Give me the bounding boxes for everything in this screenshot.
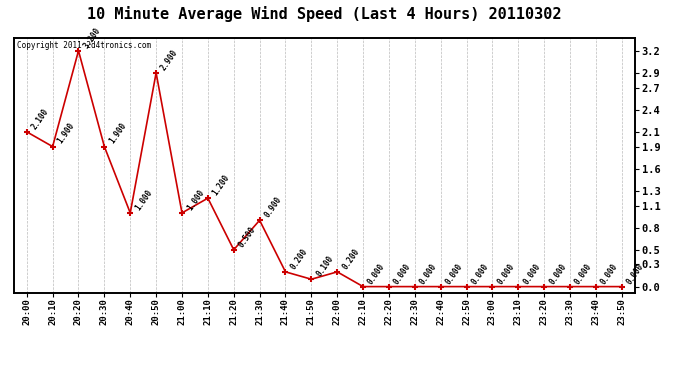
Text: 0.000: 0.000 [366,261,387,286]
Text: 2.900: 2.900 [159,48,180,72]
Text: 0.000: 0.000 [495,261,516,286]
Text: 2.100: 2.100 [30,107,50,131]
Text: 0.000: 0.000 [573,261,594,286]
Text: 0.000: 0.000 [470,261,491,286]
Text: Copyright 2011 2d4tronics.com: Copyright 2011 2d4tronics.com [17,41,151,50]
Text: 0.000: 0.000 [522,261,542,286]
Text: 3.200: 3.200 [81,26,102,50]
Text: 0.000: 0.000 [625,261,646,286]
Text: 1.000: 1.000 [133,188,154,212]
Text: 0.200: 0.200 [288,247,309,271]
Text: 1.900: 1.900 [108,122,128,146]
Text: 0.000: 0.000 [547,261,568,286]
Text: 0.000: 0.000 [599,261,620,286]
Text: 0.000: 0.000 [444,261,464,286]
Text: 0.500: 0.500 [237,225,257,249]
Text: 1.200: 1.200 [211,173,232,197]
Text: 10 Minute Average Wind Speed (Last 4 Hours) 20110302: 10 Minute Average Wind Speed (Last 4 Hou… [87,6,562,22]
Text: 0.000: 0.000 [392,261,413,286]
Text: 1.000: 1.000 [185,188,206,212]
Text: 1.900: 1.900 [56,122,77,146]
Text: 0.900: 0.900 [263,195,284,219]
Text: 0.000: 0.000 [418,261,439,286]
Text: 0.200: 0.200 [340,247,361,271]
Text: 0.100: 0.100 [315,254,335,278]
